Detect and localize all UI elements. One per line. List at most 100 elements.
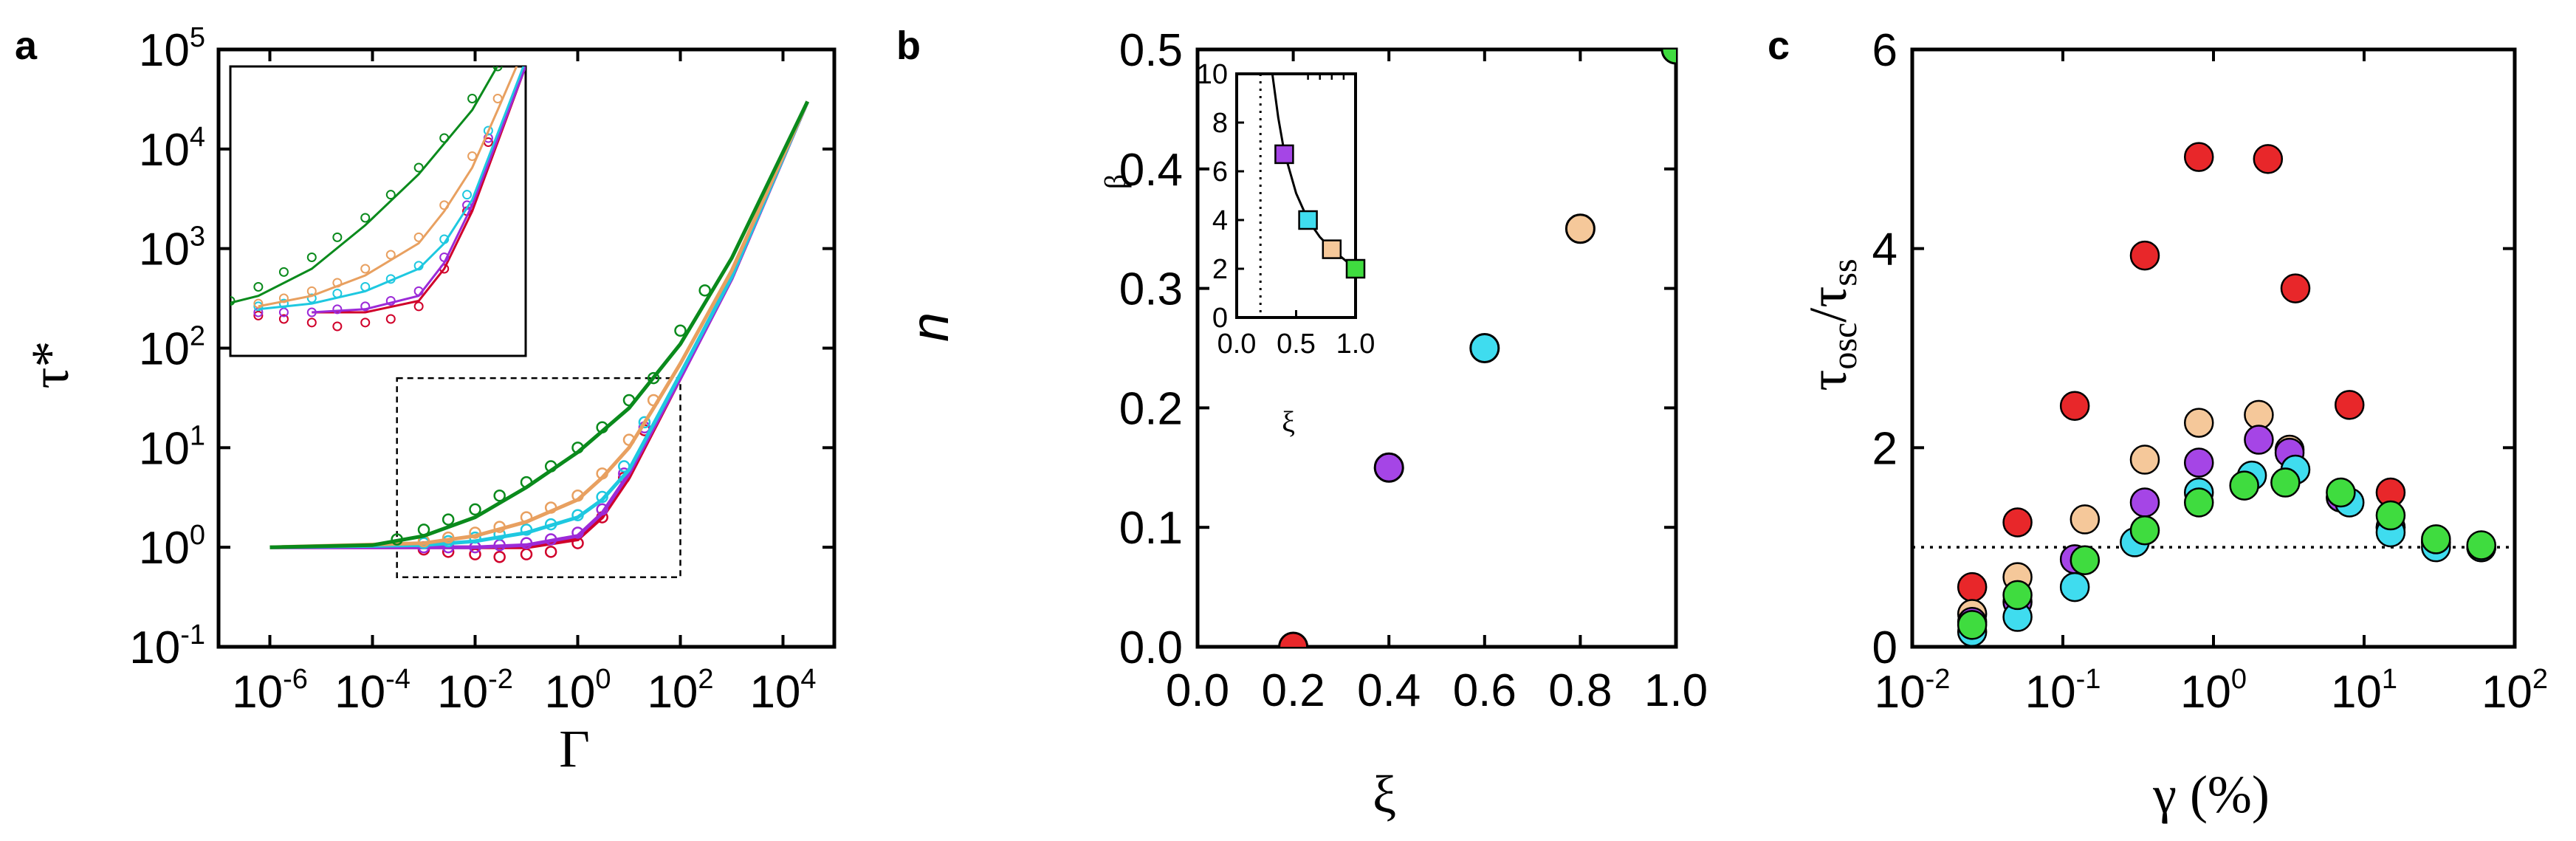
inset-data-point (1345, 258, 1366, 279)
inset-y-tick-label: 6 (1212, 157, 1228, 188)
inset-data-point (413, 232, 424, 242)
data-point (571, 509, 584, 521)
data-point (622, 433, 636, 446)
y-tick-label: 2 (1872, 423, 1897, 474)
inset-data-point (360, 264, 371, 274)
inset-data-point (385, 190, 396, 200)
data-point (2183, 142, 2214, 172)
data-point (442, 513, 455, 526)
panel-c-y-ticks: 0 2 4 6 (1872, 25, 2515, 673)
inset-y-tick-label: 4 (1212, 205, 1228, 236)
data-point (469, 503, 481, 516)
data-point (520, 537, 533, 549)
inset-data-point (492, 66, 503, 72)
x-tick-label: 10-2 (437, 664, 513, 718)
panel-b-x-axis-label: ξ (1373, 765, 1396, 824)
inset-data-point (385, 314, 396, 324)
panel-a-x-ticks: 10-6 10-4 10-2 100 102 104 (232, 49, 817, 718)
inset-data-point (306, 252, 317, 262)
panel-c: c 0 2 4 6 10-2 10-1 100 101 102 γ (%) τosc/τss (1768, 24, 2548, 824)
inset-data-point (413, 301, 424, 312)
inset-data-point (253, 310, 264, 320)
inset-data-point (360, 213, 371, 223)
x-tick-label: 100 (544, 664, 611, 718)
x-tick-label: 0.6 (1453, 665, 1517, 716)
x-tick-label: 102 (2481, 664, 2548, 718)
x-tick-label: 101 (2331, 664, 2397, 718)
data-point (596, 467, 608, 480)
y-tick-label: 102 (139, 321, 205, 375)
y-tick-label: 0.0 (1119, 622, 1183, 673)
inset-data-point (439, 234, 450, 244)
panel-c-label: c (1768, 24, 1790, 68)
y-tick-label: 10-1 (129, 619, 205, 673)
data-point (544, 518, 557, 531)
panel-c-plot-area (1912, 142, 2515, 647)
panel-a: a 10-1 100 101 102 103 104 105 10-6 10-4 10-2 100… (15, 22, 837, 778)
inset-data-point (413, 286, 424, 296)
inset-data-point (413, 162, 424, 173)
inset-data-point (1322, 239, 1342, 259)
y-tick-label: 105 (139, 22, 205, 76)
panel-b-y-axis-label: n (901, 312, 960, 342)
panel-a-plot-area (269, 100, 809, 563)
data-point (1957, 571, 1988, 603)
inset-data-point (360, 301, 371, 312)
data-point (2244, 425, 2274, 455)
x-tick-label: 0.8 (1548, 665, 1612, 716)
data-point (2375, 500, 2406, 531)
x-tick-label: 0.2 (1261, 665, 1325, 716)
inset-y-tick-label: 8 (1212, 108, 1228, 139)
data-point (571, 442, 584, 454)
inset-y-tick-label: 0 (1212, 303, 1228, 334)
inset-data-point (278, 267, 289, 277)
data-point (571, 526, 584, 539)
x-tick-label: 1.0 (1644, 665, 1708, 716)
panel-a-label: a (15, 24, 38, 68)
data-point (469, 526, 481, 539)
inset-data-point (439, 252, 450, 262)
inset-data-point (360, 317, 371, 328)
x-tick-label: 10-2 (1875, 664, 1951, 718)
inset-data-point (385, 295, 396, 306)
panel-c-y-axis-label: τosc/τss (1799, 258, 1864, 391)
panel-a-inset-frame (229, 65, 527, 357)
panel-a-y-ticks: 10-1 100 101 102 103 104 105 (129, 22, 834, 673)
data-point (2229, 470, 2259, 501)
data-point (2002, 507, 2033, 538)
data-point (544, 460, 557, 473)
zoom-box (396, 377, 681, 579)
inset-data-point (467, 93, 478, 103)
panel-c-x-axis-label: γ (%) (2152, 765, 2270, 824)
y-tick-label: 101 (139, 420, 205, 474)
y-tick-label: 4 (1872, 224, 1897, 275)
x-tick-label: 10-6 (232, 664, 308, 718)
panel-b-label: b (896, 24, 921, 68)
inset-data-point (332, 321, 343, 332)
data-point (544, 533, 557, 546)
inset-data-point (439, 200, 450, 210)
inset-data-point (1274, 144, 1294, 165)
x-tick-label: 100 (2180, 664, 2247, 718)
data-point (596, 421, 608, 434)
data-point (596, 490, 608, 504)
data-point (544, 546, 557, 558)
data-point (520, 511, 533, 524)
fit-line (269, 100, 809, 549)
inset-fit-line (312, 66, 526, 314)
data-point (391, 533, 403, 546)
data-point (638, 416, 651, 429)
data-point (647, 371, 660, 385)
panel-b-frame (1195, 47, 1678, 649)
data-point (2129, 515, 2160, 546)
y-tick-label: 0.3 (1119, 264, 1183, 315)
data-point (544, 501, 557, 514)
inset-y-tick-label: 2 (1212, 254, 1228, 285)
y-tick-label: 103 (139, 222, 205, 275)
y-tick-label: 0.4 (1119, 145, 1183, 196)
y-tick-label: 0 (1872, 622, 1897, 673)
zoom-box-rect (396, 377, 681, 579)
inset-fit-line (230, 66, 499, 304)
x-tick-label: 0.4 (1357, 665, 1421, 716)
data-point (520, 548, 533, 560)
